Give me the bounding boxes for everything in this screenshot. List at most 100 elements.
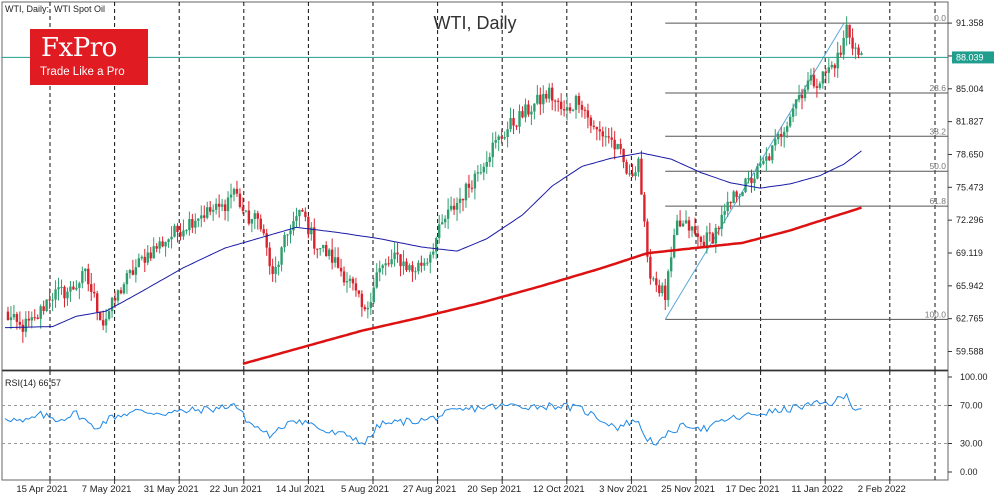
candle-body xyxy=(782,131,786,137)
candle-body xyxy=(324,245,328,256)
candle xyxy=(214,198,218,215)
candle xyxy=(473,170,477,200)
candle xyxy=(583,106,587,119)
candle xyxy=(137,253,141,268)
candle-body xyxy=(860,53,863,55)
candle xyxy=(756,163,759,180)
candle xyxy=(619,138,622,155)
candle-body xyxy=(134,267,138,275)
candle-body xyxy=(357,290,361,294)
candle-body xyxy=(577,95,581,105)
candle-body xyxy=(188,219,191,231)
candle xyxy=(693,217,697,236)
candle-body xyxy=(152,246,155,259)
candle xyxy=(464,182,468,208)
candle-body xyxy=(226,197,230,211)
candle-body xyxy=(589,117,593,126)
candle-body xyxy=(788,116,792,127)
candle xyxy=(797,84,801,103)
candle xyxy=(782,127,786,148)
candle xyxy=(45,299,48,313)
candle xyxy=(678,210,682,228)
candle xyxy=(134,259,138,283)
candle-body xyxy=(369,302,373,308)
candle-body xyxy=(806,80,810,90)
candle-body xyxy=(458,198,462,203)
x-tick-label: 7 May 2021 xyxy=(82,484,132,495)
candle xyxy=(87,263,90,292)
candle xyxy=(812,67,816,89)
candle-body xyxy=(461,198,465,201)
candle xyxy=(9,306,13,330)
candle xyxy=(339,258,343,277)
candle-body xyxy=(586,110,590,118)
candle xyxy=(316,248,319,259)
candle-body xyxy=(6,311,10,321)
candle-body xyxy=(125,273,129,285)
candle xyxy=(827,58,830,84)
candle xyxy=(363,304,367,312)
candle xyxy=(21,319,25,343)
candle xyxy=(438,214,441,244)
candle xyxy=(833,63,836,78)
candle-body xyxy=(509,117,512,130)
candle-body xyxy=(473,173,477,189)
candle xyxy=(155,243,158,253)
candle-body xyxy=(336,257,340,268)
candle-body xyxy=(634,172,637,177)
candle xyxy=(476,165,480,182)
candle xyxy=(598,121,601,141)
candle xyxy=(604,126,607,147)
candle-body xyxy=(301,209,304,212)
candle xyxy=(253,209,257,230)
candle xyxy=(411,261,414,282)
candle-body xyxy=(143,256,146,263)
candle xyxy=(66,287,69,306)
fib-level-label: 50.0 xyxy=(929,161,946,171)
candle-body xyxy=(568,107,572,111)
candle-body xyxy=(562,109,566,111)
candle xyxy=(503,131,506,141)
candle-body xyxy=(277,264,280,268)
candle xyxy=(277,261,280,276)
candle-body xyxy=(137,258,141,268)
candle-body xyxy=(307,216,310,235)
candle xyxy=(788,113,792,128)
candle-body xyxy=(232,188,236,195)
candle xyxy=(345,272,349,293)
candle-body xyxy=(93,291,96,294)
candle-body xyxy=(84,268,87,272)
candle xyxy=(200,205,203,228)
current-price-tag xyxy=(952,51,994,64)
candle xyxy=(747,171,750,184)
candle-body xyxy=(54,289,57,300)
candle-body xyxy=(414,271,417,273)
candle-body xyxy=(253,213,257,219)
candle xyxy=(164,241,167,257)
candle xyxy=(556,98,560,112)
candle-body xyxy=(455,202,459,210)
candle-body xyxy=(809,75,813,81)
candle xyxy=(280,246,283,272)
candle-body xyxy=(27,318,30,321)
candle-body xyxy=(247,210,251,224)
candle xyxy=(307,215,310,239)
candle-body xyxy=(708,232,712,234)
candle xyxy=(545,90,548,103)
candle-body xyxy=(583,109,587,111)
candle xyxy=(658,279,661,297)
candle xyxy=(455,197,459,221)
symbol-info: WTI, Daily: WTI Spot Oil xyxy=(5,4,106,14)
candle-body xyxy=(652,278,655,280)
candle xyxy=(610,127,613,148)
candle-body xyxy=(101,320,105,326)
candle-body xyxy=(559,101,563,110)
candle-body xyxy=(238,193,242,208)
candle xyxy=(327,248,331,260)
candle-body xyxy=(565,107,569,111)
candle-body xyxy=(372,287,375,303)
candle-body xyxy=(803,89,807,99)
candle-body xyxy=(512,117,515,126)
candle xyxy=(408,263,411,273)
candle-body xyxy=(723,211,726,215)
